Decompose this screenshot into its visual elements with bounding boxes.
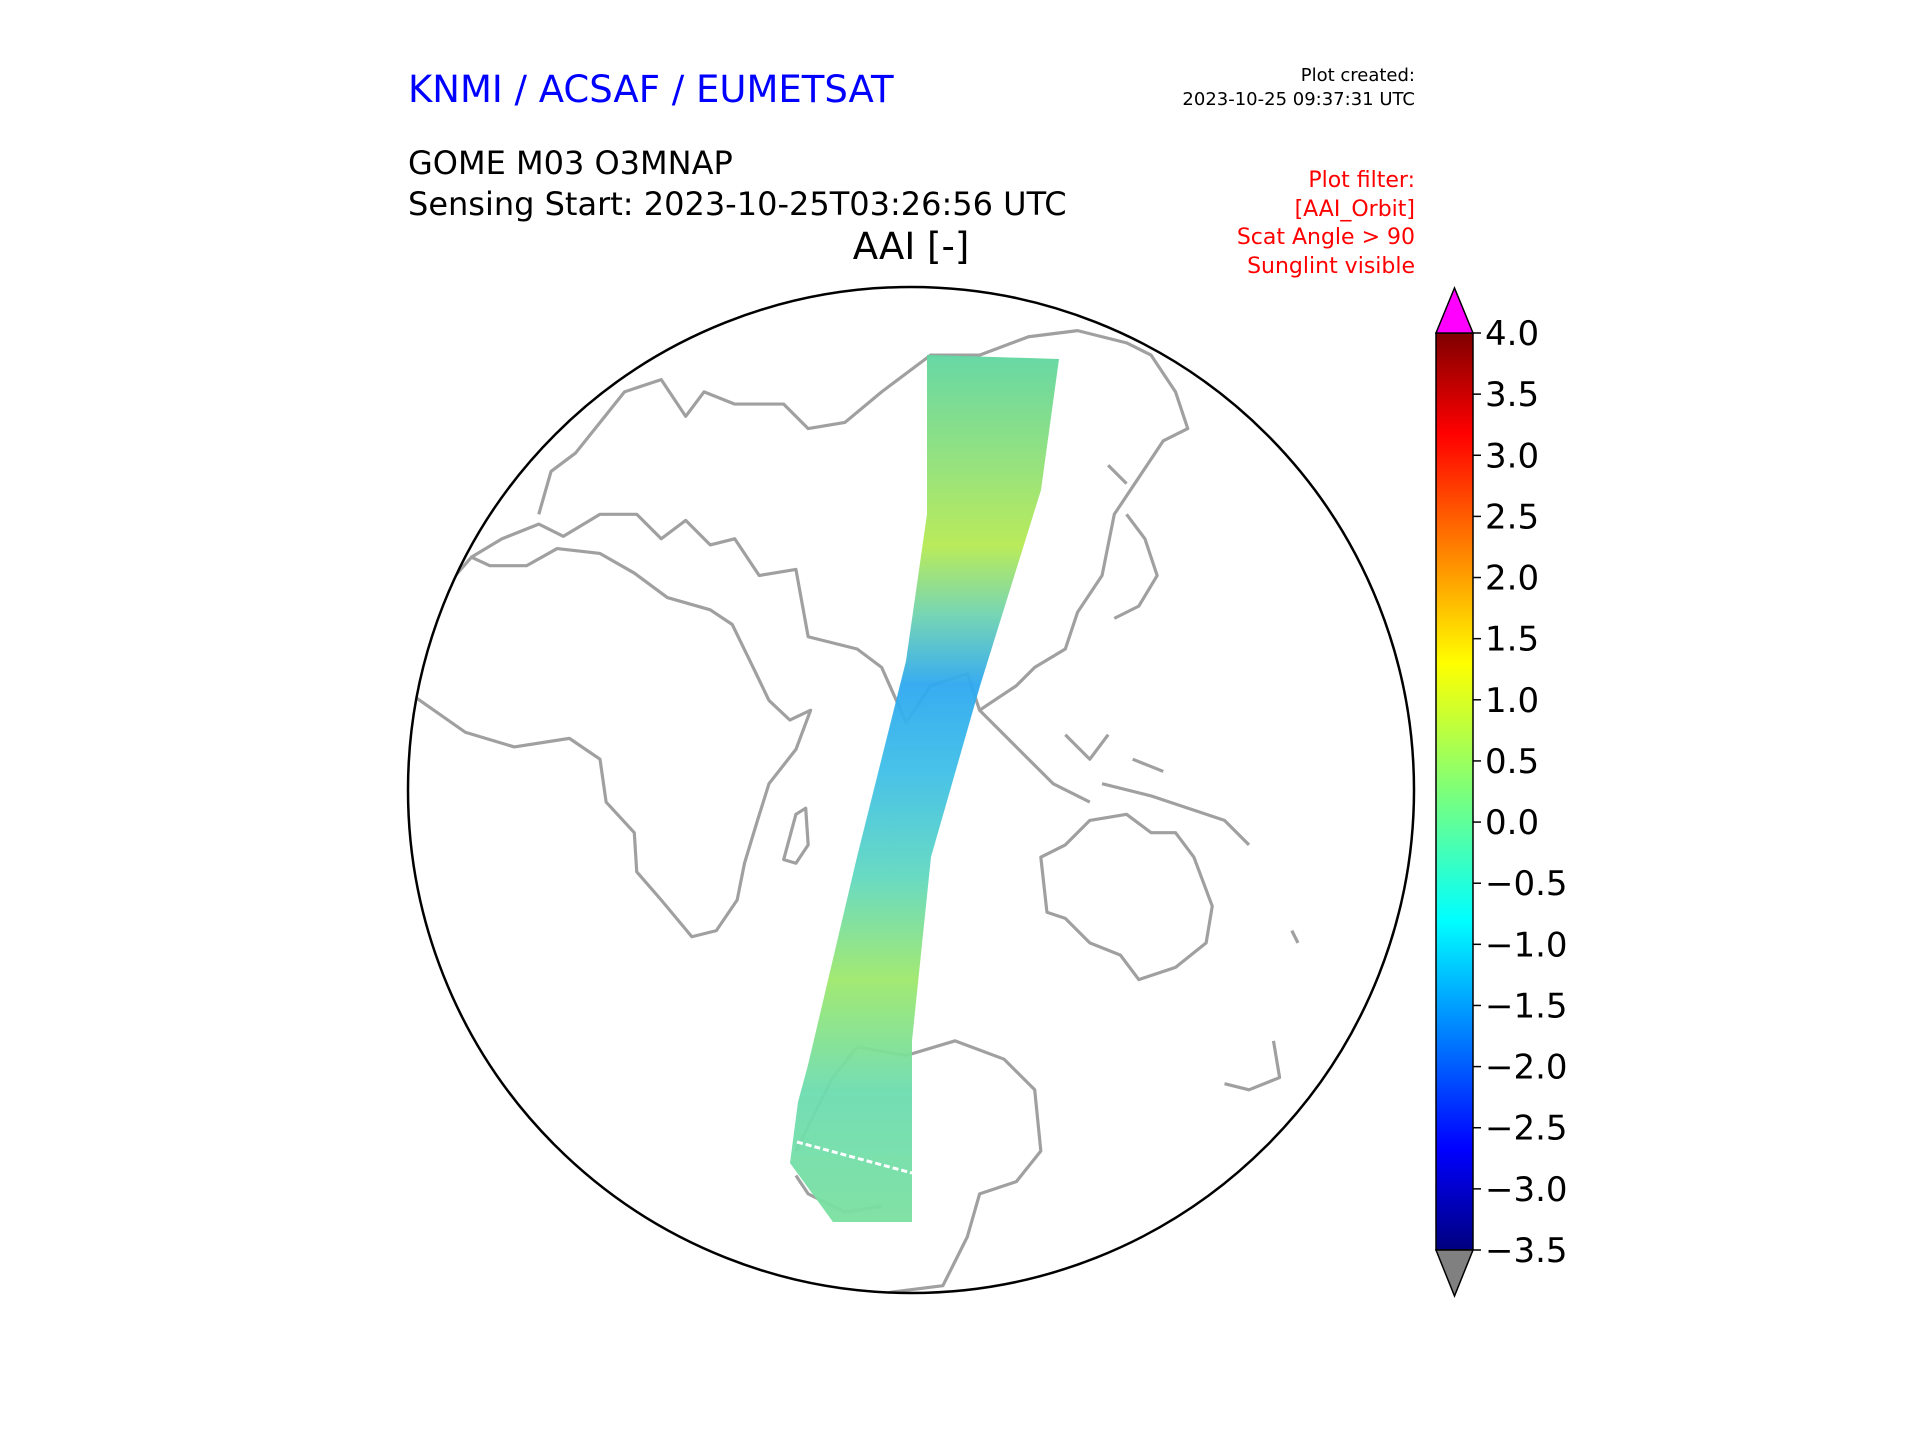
colorbar-tick-label: 2.5	[1485, 497, 1539, 537]
colorbar-tick-label: 4.0	[1485, 314, 1539, 354]
coastline-madagascar	[782, 806, 810, 865]
colorbar: 4.0 3.5 3.0 2.5 2.0 1.5 1.0 0.5 0.0 −0.5 −1.0 −1.5 −…	[1434, 286, 1568, 1299]
coastline-newzealand	[1224, 929, 1300, 1092]
filter-line: Sunglint visible	[1247, 253, 1415, 279]
globe-content	[415, 329, 1300, 1293]
colorbar-tick-label: −1.5	[1485, 986, 1568, 1026]
filter-line: Plot filter:	[1308, 168, 1415, 193]
chart-title: AAI [-]	[852, 225, 970, 268]
colorbar-tick-label: −3.5	[1485, 1231, 1568, 1271]
sensing-start: Sensing Start: 2023-10-25T03:26:56 UTC	[408, 185, 1067, 223]
product-name: GOME M03 O3MNAP	[408, 144, 733, 182]
colorbar-tick-label: −2.5	[1485, 1109, 1568, 1149]
colorbar-extend-over	[1434, 286, 1475, 334]
coastline-japan	[1107, 464, 1159, 620]
product-info: GOME M03 O3MNAP Sensing Start: 2023-10-2…	[408, 143, 1067, 225]
coastline-africa	[415, 546, 813, 939]
organization-title: KNMI / ACSAF / EUMETSAT	[408, 68, 894, 111]
coastline-eurasia	[470, 329, 1190, 725]
colorbar-tick-label: −1.0	[1485, 925, 1568, 965]
filter-line: [AAI_Orbit]	[1294, 196, 1415, 222]
created-label: Plot created:	[1300, 65, 1415, 86]
colorbar-tick-label: 1.0	[1485, 681, 1539, 721]
colorbar-tick-label: 0.5	[1485, 742, 1539, 782]
coastline-australia	[1039, 812, 1214, 982]
colorbar-tick-label: −3.0	[1485, 1170, 1568, 1210]
globe-boundary	[406, 285, 1416, 1295]
colorbar-tick-label: −2.0	[1485, 1048, 1568, 1088]
swath-gap-line	[796, 1140, 913, 1175]
colorbar-tick-label: 3.5	[1485, 375, 1539, 415]
created-time: 2023-10-25 09:37:31 UTC	[1182, 89, 1415, 110]
colorbar-tick-label: 1.5	[1485, 620, 1539, 660]
satellite-swath	[790, 355, 1059, 1222]
colorbar-tick-label: 2.0	[1485, 559, 1539, 599]
filter-line: Scat Angle > 90	[1236, 225, 1415, 250]
colorbar-tick-label: 0.0	[1485, 803, 1539, 843]
colorbar-extend-under	[1434, 1249, 1475, 1299]
colorbar-tick-label: 3.0	[1485, 436, 1539, 476]
colorbar-body	[1435, 332, 1474, 1251]
plot-filter: Plot filter: [AAI_Orbit] Scat Angle > 90…	[1237, 167, 1415, 281]
colorbar-tick-label: −0.5	[1485, 864, 1568, 904]
coastline-indonesia	[978, 709, 1251, 847]
plot-created: Plot created: 2023-10-25 09:37:31 UTC	[1182, 64, 1415, 112]
